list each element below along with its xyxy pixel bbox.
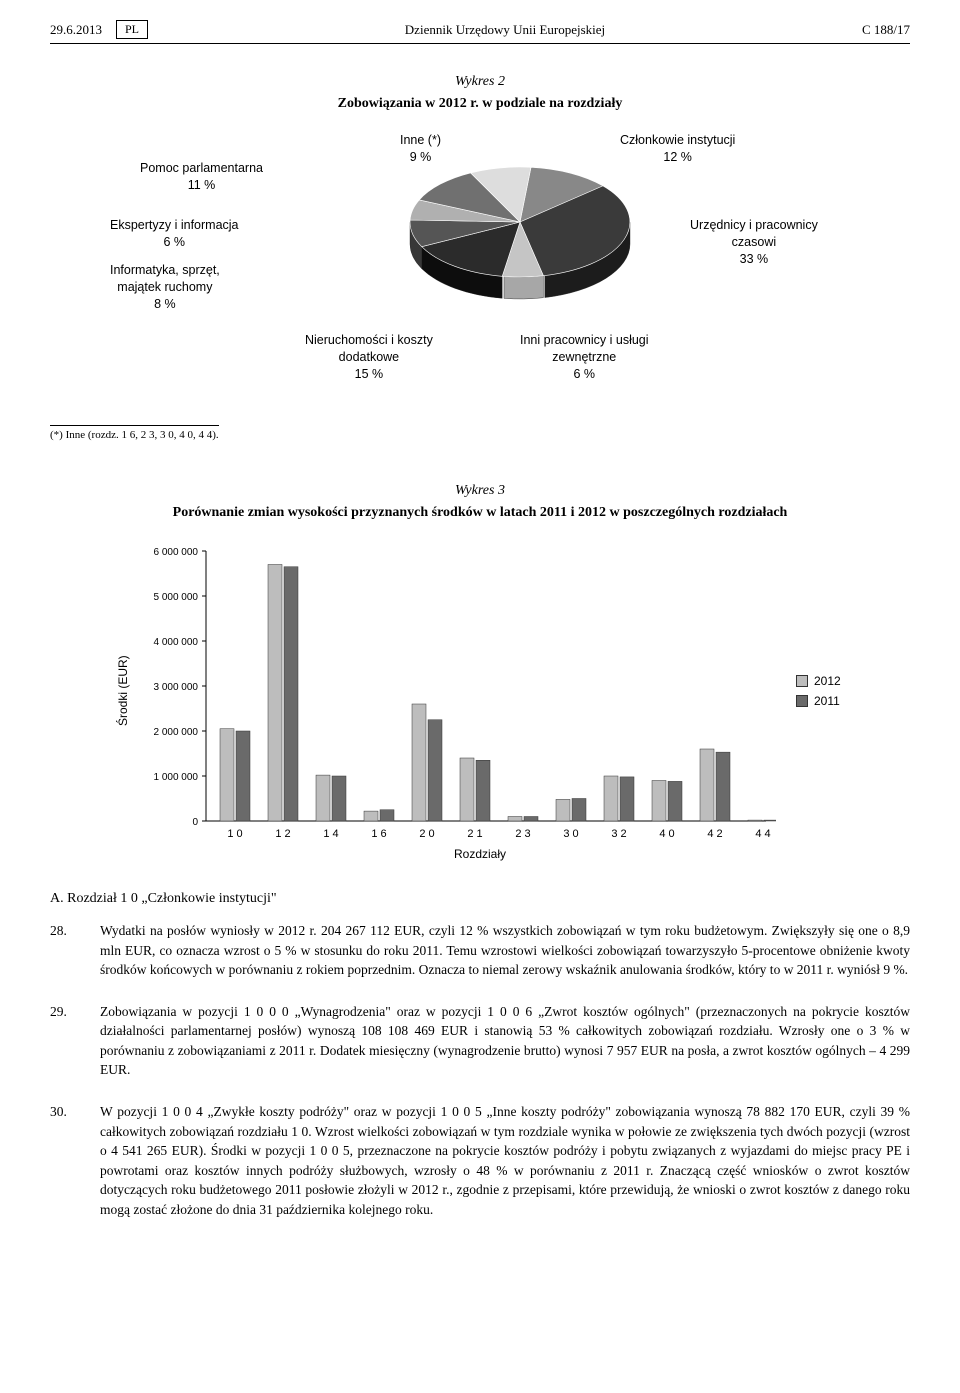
header-journal: Dziennik Urzędowy Unii Europejskiej xyxy=(405,22,605,38)
svg-text:0: 0 xyxy=(192,817,198,828)
legend-swatch xyxy=(796,695,808,707)
paragraph: 28.Wydatki na posłów wyniosły w 2012 r. … xyxy=(50,921,910,980)
svg-text:2 1: 2 1 xyxy=(467,828,482,840)
pie-label: Nieruchomości i kosztydodatkowe15 % xyxy=(305,332,433,383)
chart2-title: Wykres 2 xyxy=(50,74,910,90)
legend-swatch xyxy=(796,675,808,687)
paragraph-number: 30. xyxy=(50,1102,100,1219)
legend-label: 2011 xyxy=(814,694,840,708)
chart3-subtitle: Porównanie zmian wysokości przyznanych ś… xyxy=(50,505,910,521)
y-axis-label: Środki (EUR) xyxy=(110,541,136,841)
pie-chart: Członkowie instytucji12 % Urzędnicy i pra… xyxy=(90,132,870,412)
pie-label: Członkowie instytucji12 % xyxy=(620,132,735,166)
bar-svg: 0 1 000 000 2 000 000 3 000 000 4 000 000 5 0… xyxy=(136,541,776,841)
paragraph-number: 28. xyxy=(50,921,100,980)
section-a-heading: A. Rozdział 1 0 „Członkowie instytucji" xyxy=(50,891,910,907)
legend: 2012 2011 xyxy=(776,541,841,841)
pie-label: Ekspertyzy i informacja6 % xyxy=(110,217,239,251)
pie-label: Urzędnicy i pracownicyczasowi33 % xyxy=(690,217,818,268)
header-page: C 188/17 xyxy=(862,22,910,38)
paragraph-number: 29. xyxy=(50,1002,100,1080)
legend-item: 2011 xyxy=(796,694,841,708)
page-header: 29.6.2013 PL Dziennik Urzędowy Unii Euro… xyxy=(50,20,910,44)
svg-text:2 0: 2 0 xyxy=(419,828,434,840)
paragraph-body: Wydatki na posłów wyniosły w 2012 r. 204… xyxy=(100,921,910,980)
paragraph: 30.W pozycji 1 0 0 4 „Zwykłe koszty podr… xyxy=(50,1102,910,1219)
pie-label: Informatyka, sprzęt,majątek ruchomy8 % xyxy=(110,262,220,313)
chart2-footnote: (*) Inne (rozdz. 1 6, 2 3, 3 0, 4 0, 4 4… xyxy=(50,425,219,441)
svg-text:3 000 000: 3 000 000 xyxy=(154,682,199,693)
svg-text:4 0: 4 0 xyxy=(659,828,674,840)
svg-text:2 3: 2 3 xyxy=(515,828,530,840)
svg-text:5 000 000: 5 000 000 xyxy=(154,592,199,603)
paragraph-body: Zobowiązania w pozycji 1 0 0 0 „Wynagrod… xyxy=(100,1002,910,1080)
svg-text:6 000 000: 6 000 000 xyxy=(154,547,199,558)
svg-text:2 000 000: 2 000 000 xyxy=(154,727,199,738)
bar-chart: Środki (EUR) 0 1 000 000 2 000 000 3 000 00… xyxy=(110,541,850,861)
paragraph-body: W pozycji 1 0 0 4 „Zwykłe koszty podróży… xyxy=(100,1102,910,1219)
legend-label: 2012 xyxy=(814,674,841,688)
svg-text:1 2: 1 2 xyxy=(275,828,290,840)
pie-label: Pomoc parlamentarna11 % xyxy=(140,160,263,194)
svg-text:1 6: 1 6 xyxy=(371,828,386,840)
svg-text:1 000 000: 1 000 000 xyxy=(154,772,199,783)
paragraph-list: 28.Wydatki na posłów wyniosły w 2012 r. … xyxy=(50,921,910,1219)
header-lang: PL xyxy=(116,20,148,39)
paragraph: 29.Zobowiązania w pozycji 1 0 0 0 „Wynag… xyxy=(50,1002,910,1080)
chart3-title: Wykres 3 xyxy=(50,483,910,499)
svg-text:4 000 000: 4 000 000 xyxy=(154,637,199,648)
pie-label: Inne (*)9 % xyxy=(400,132,441,166)
x-axis-label: Rozdziały xyxy=(110,847,850,861)
header-date: 29.6.2013 xyxy=(50,22,102,38)
pie-svg xyxy=(390,142,650,322)
chart2-subtitle: Zobowiązania w 2012 r. w podziale na roz… xyxy=(50,96,910,112)
svg-text:4 4: 4 4 xyxy=(755,828,770,840)
svg-text:1 0: 1 0 xyxy=(227,828,242,840)
svg-text:3 2: 3 2 xyxy=(611,828,626,840)
pie-label: Inni pracownicy i usługizewnętrzne6 % xyxy=(520,332,649,383)
svg-text:3 0: 3 0 xyxy=(563,828,578,840)
svg-text:1 4: 1 4 xyxy=(323,828,338,840)
legend-item: 2012 xyxy=(796,674,841,688)
svg-text:4 2: 4 2 xyxy=(707,828,722,840)
